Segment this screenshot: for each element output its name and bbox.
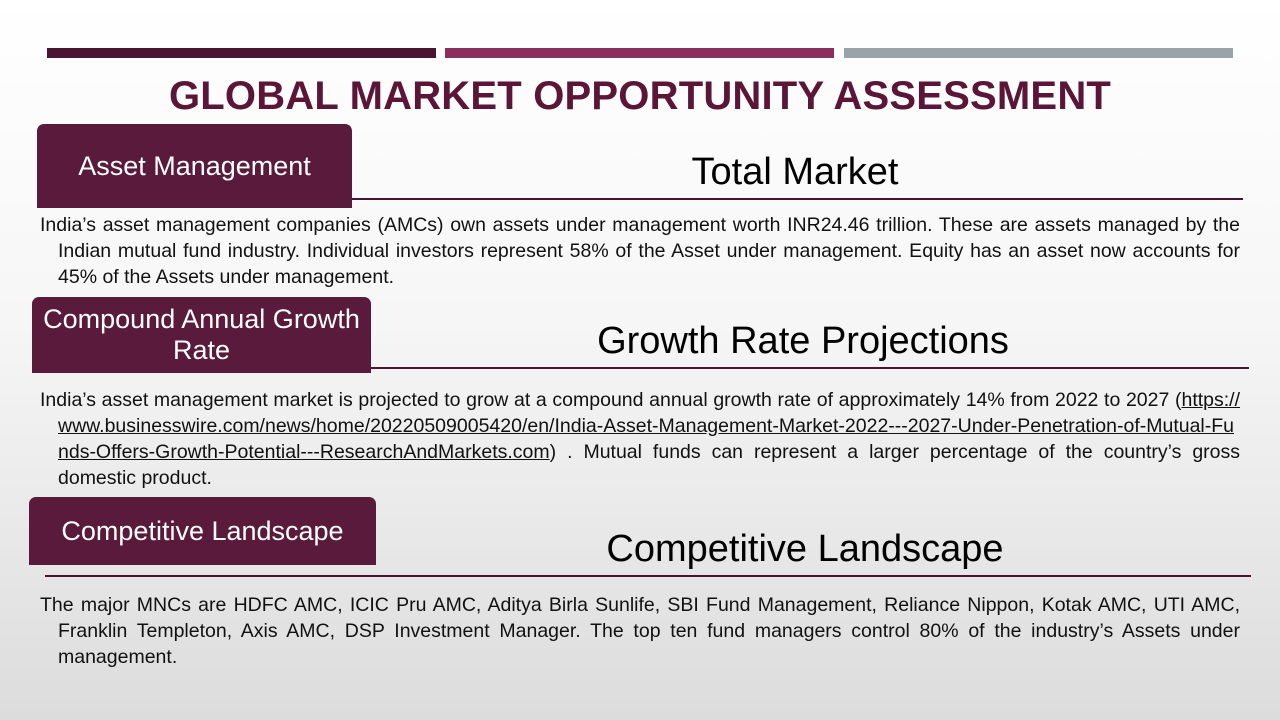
section-divider xyxy=(45,575,1251,577)
section-body-total-market: India’s asset management companies (AMCs… xyxy=(40,214,1240,288)
accent-bar-magenta xyxy=(445,48,834,58)
section-heading-total-market: Total Market xyxy=(691,151,899,193)
tab-asset-management: Asset Management xyxy=(37,124,352,208)
tab-compound-annual-growth-rate: Compound Annual Growth Rate xyxy=(32,297,371,373)
tab-competitive-landscape: Competitive Landscape xyxy=(29,497,376,565)
accent-bar-dark xyxy=(47,48,436,58)
body-text-after-link: ) . Mutual funds can represent a larger … xyxy=(58,441,1240,489)
section-heading-growth-rate-projections: Growth Rate Projections xyxy=(597,320,1009,362)
accent-bar-gray xyxy=(844,48,1233,58)
section-divider xyxy=(371,367,1249,369)
source-link[interactable]: https://www.businesswire.com/news/home/2… xyxy=(58,389,1240,463)
section-body-competitive-landscape: The major MNCs are HDFC AMC, ICIC Pru AM… xyxy=(40,594,1240,668)
section-heading-competitive-landscape: Competitive Landscape xyxy=(606,528,1004,570)
section-body-growth-rate: India’s asset management market is proje… xyxy=(40,387,1240,491)
slide-title: GLOBAL MARKET OPPORTUNITY ASSESSMENT xyxy=(168,74,1112,118)
body-text-before-link: India’s asset management market is proje… xyxy=(40,389,1182,411)
section-divider xyxy=(352,198,1243,200)
